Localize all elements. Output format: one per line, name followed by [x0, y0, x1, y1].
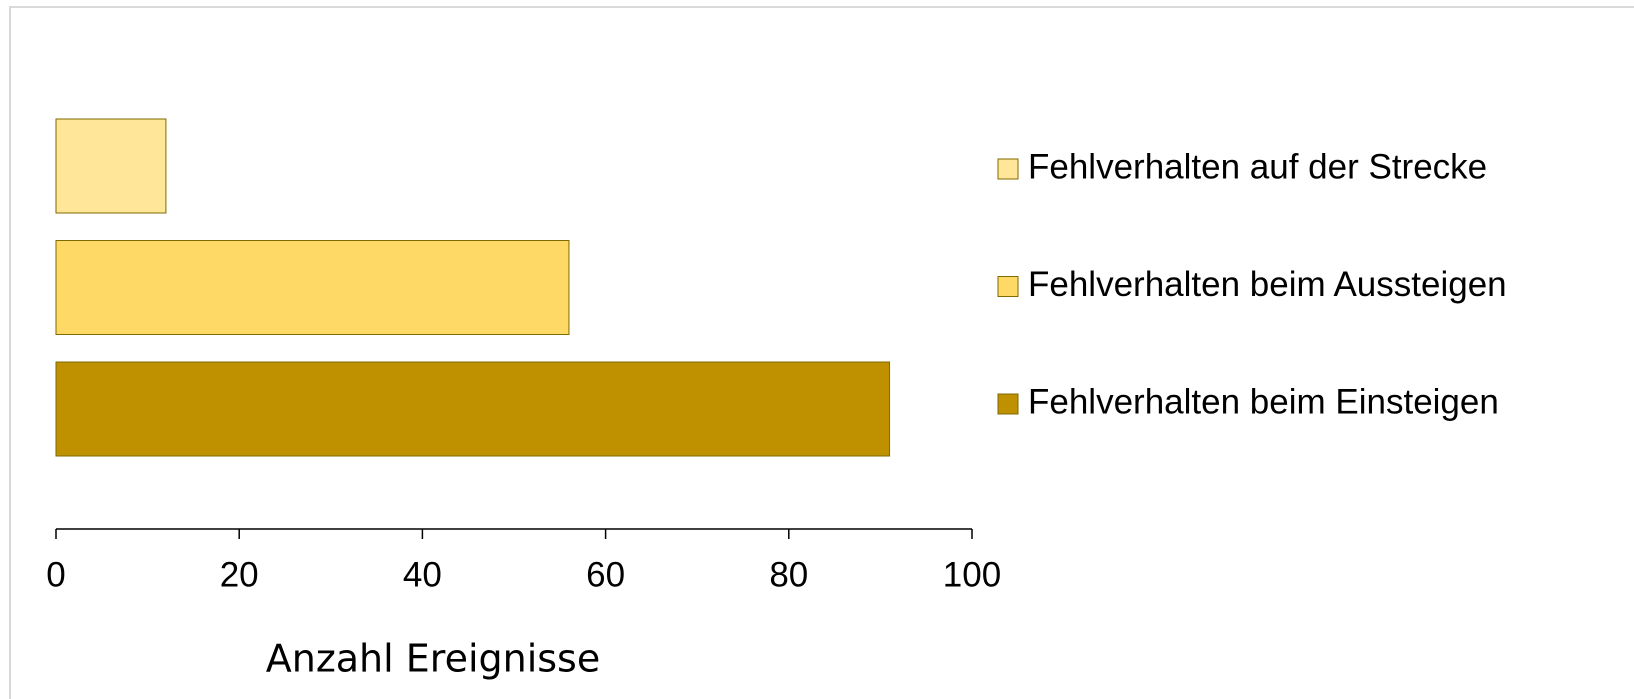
legend-label: Fehlverhalten beim Einsteigen [1028, 382, 1499, 421]
x-tick-label: 60 [586, 555, 625, 594]
x-tick-label: 0 [46, 555, 65, 594]
legend-label: Fehlverhalten beim Aussteigen [1028, 265, 1507, 304]
x-tick-label: 20 [220, 555, 259, 594]
legend-label: Fehlverhalten auf der Strecke [1028, 147, 1487, 186]
bar [55, 361, 891, 457]
x-tick-label: 80 [769, 555, 808, 594]
legend-swatch [997, 393, 1019, 415]
chart-frame [9, 6, 1634, 699]
x-tick-label: 40 [403, 555, 442, 594]
x-axis-label: Anzahl Ereignisse [266, 637, 601, 681]
x-tick-label: 100 [943, 555, 1001, 594]
legend-swatch [997, 276, 1019, 297]
legend-swatch [997, 158, 1019, 180]
bar [55, 240, 570, 335]
bar [55, 118, 167, 214]
